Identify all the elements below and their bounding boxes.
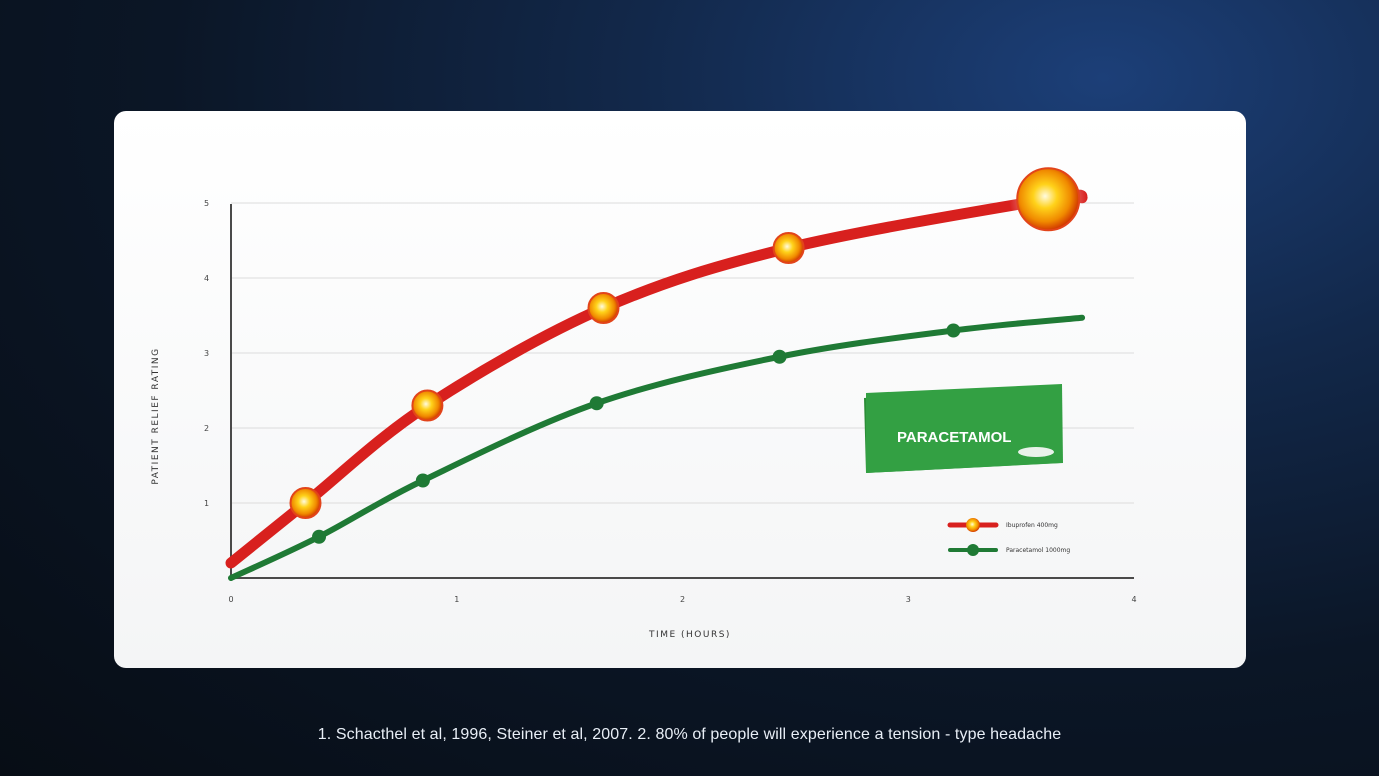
y-tick-label: 5 — [204, 199, 209, 208]
x-tick-label: 0 — [228, 595, 233, 604]
paracetamol-point — [415, 473, 430, 488]
paracetamol-point — [589, 396, 604, 411]
ibuprofen-point — [1016, 167, 1081, 232]
paracetamol-point — [946, 323, 961, 338]
x-tick-label: 2 — [680, 595, 685, 604]
y-tick-label: 4 — [204, 274, 209, 283]
axis-labels: 1 2 3 4 5 0 1 2 3 4 TIME (HOURS) PATIENT RELIEF RAT… — [151, 199, 1137, 640]
ibuprofen-point — [587, 292, 620, 324]
ibuprofen-point — [411, 389, 444, 422]
y-axis-title: PATIENT RELIEF RATING — [151, 347, 161, 484]
footnote: 1. Schacthel et al, 1996, Steiner et al,… — [317, 726, 1062, 743]
series-line-ibuprofen — [225, 189, 1088, 569]
legend-swatch-marker — [966, 518, 980, 532]
series-lines — [225, 160, 1088, 581]
legend-label: Ibuprofen 400mg — [1006, 522, 1058, 529]
relief-chart: PARACETAMOL Ibuprofen 400mg Paracetamol 1… — [151, 160, 1137, 640]
tablet-icon — [1018, 447, 1054, 457]
axes — [230, 204, 1134, 579]
box-label: PARACETAMOL — [897, 429, 1011, 446]
box-front — [866, 384, 1063, 473]
legend-label: Paracetamol 1000mg — [1006, 547, 1070, 554]
legend-swatch-marker — [967, 544, 979, 556]
chart-panel: PARACETAMOL Ibuprofen 400mg Paracetamol 1… — [114, 111, 1246, 668]
x-axis-title: TIME (HOURS) — [648, 630, 731, 640]
y-tick-label: 2 — [204, 424, 209, 433]
paracetamol-box: PARACETAMOL — [864, 384, 1063, 473]
y-tick-label: 1 — [204, 499, 209, 508]
x-tick-label: 1 — [454, 595, 459, 604]
ibuprofen-point — [289, 487, 322, 519]
paracetamol-point — [312, 529, 327, 544]
legend: Ibuprofen 400mg Paracetamol 1000mg — [947, 518, 1070, 556]
ibuprofen-point — [772, 232, 805, 264]
paracetamol-point — [772, 349, 787, 364]
x-tick-label: 3 — [906, 595, 911, 604]
x-tick-label: 4 — [1131, 595, 1136, 604]
y-tick-label: 3 — [204, 349, 209, 358]
